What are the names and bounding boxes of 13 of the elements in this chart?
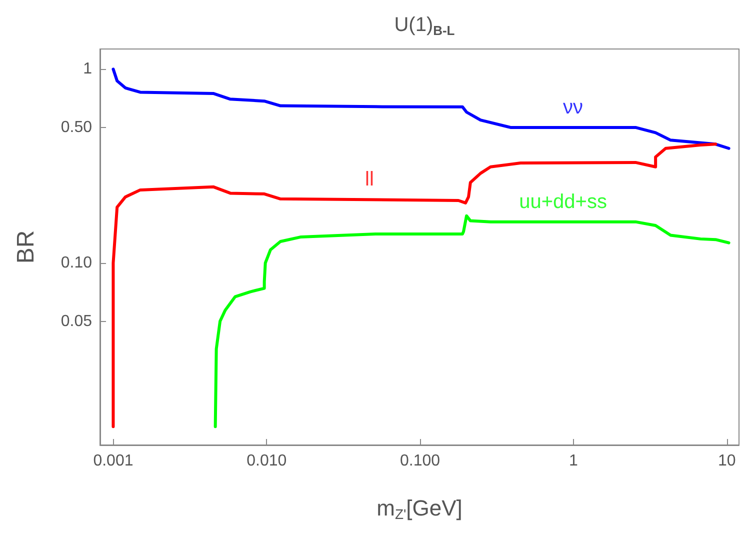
y-tick-label: 1: [83, 60, 92, 78]
series-label: uu+dd+ss: [519, 190, 607, 213]
x-tick-label: 0.100: [400, 452, 440, 470]
x-tick-label: 10: [718, 452, 736, 470]
series-label: ll: [364, 168, 374, 191]
y-axis-title: BR: [12, 230, 40, 264]
y-tick-label: 0.10: [60, 254, 92, 272]
y-tick-label: 0.50: [60, 118, 92, 136]
x-tick-label: 0.010: [246, 452, 287, 470]
x-tick-label: 0.001: [93, 452, 134, 470]
y-tick-label: 0.05: [60, 312, 92, 330]
x-tick-label: 1: [568, 452, 578, 470]
series-label: νν: [563, 96, 584, 118]
